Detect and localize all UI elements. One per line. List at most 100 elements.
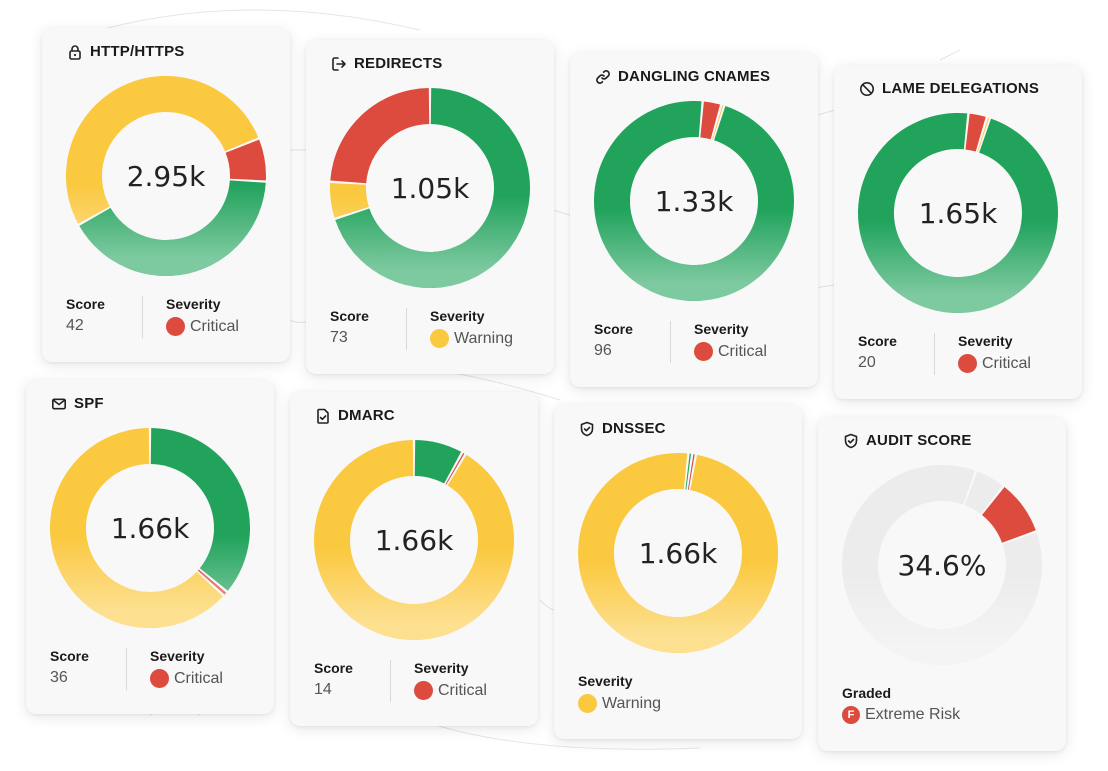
severity-value: Critical xyxy=(958,354,1031,373)
score-block: Score 73 xyxy=(330,308,407,350)
card-stats: Score 14 Severity Critical xyxy=(314,660,487,702)
center-value: 1.65k xyxy=(919,197,998,230)
donut-fade xyxy=(578,453,778,653)
score-block: Score 42 xyxy=(66,296,143,338)
donut-chart: 2.95k xyxy=(66,76,266,276)
graded-text: Extreme Risk xyxy=(865,706,961,723)
donut-svg: 1.66k xyxy=(50,428,250,628)
graded-block: Graded F Extreme Risk xyxy=(842,685,960,724)
donut-fade xyxy=(50,428,250,628)
donut-chart: 1.66k xyxy=(578,453,778,653)
score-block: Score 20 xyxy=(858,333,935,375)
redirect-icon xyxy=(331,56,347,72)
severity-dot-icon xyxy=(578,694,597,713)
donut-fade xyxy=(330,88,530,288)
card-title-text: DANGLING CNAMES xyxy=(618,68,771,85)
donut-svg: 1.33k xyxy=(594,101,794,301)
card-dnssec: DNSSEC 1.66k Severity Warning xyxy=(554,405,802,739)
donut-fade xyxy=(842,465,1042,665)
score-value: 36 xyxy=(50,669,68,686)
center-value: 1.66k xyxy=(111,512,190,545)
donut-chart: 1.65k xyxy=(858,113,1058,313)
card-title-text: DNSSEC xyxy=(602,420,666,437)
ban-icon xyxy=(859,81,875,97)
severity-label: Severity xyxy=(150,648,205,664)
graded-label: Graded xyxy=(842,685,892,701)
card-stats: Severity Warning xyxy=(578,673,661,713)
severity-text: Warning xyxy=(454,329,513,347)
score-block: Score 36 xyxy=(50,648,127,690)
severity-value: Critical xyxy=(150,669,223,688)
card-stats: Score 36 Severity Critical xyxy=(50,648,223,690)
card-http-https: HTTP/HTTPS 2.95k Score 42 Severity Critical xyxy=(42,28,290,362)
donut-svg: 1.05k xyxy=(330,88,530,288)
score-label: Score xyxy=(50,648,89,664)
card-title-text: LAME DELEGATIONS xyxy=(882,80,1040,97)
severity-block: Severity Warning xyxy=(578,673,661,713)
card-title-text: REDIRECTS xyxy=(354,55,443,72)
file-check-icon xyxy=(315,408,331,424)
severity-text: Critical xyxy=(982,354,1031,372)
severity-value: Critical xyxy=(414,681,487,700)
donut-chart: 1.05k xyxy=(330,88,530,288)
severity-block: Severity Warning xyxy=(407,308,513,350)
card-title-text: HTTP/HTTPS xyxy=(90,43,185,60)
card-stats: Score 20 Severity Critical xyxy=(858,333,1031,375)
card-audit-score: AUDIT SCORE 34.6% Graded F Extreme Risk xyxy=(818,417,1066,751)
donut-svg: 1.66k xyxy=(578,453,778,653)
link-icon xyxy=(595,69,611,85)
severity-label: Severity xyxy=(694,321,749,337)
center-value: 2.95k xyxy=(127,160,206,193)
donut-chart: 34.6% xyxy=(842,465,1042,665)
score-value: 42 xyxy=(66,317,84,334)
card-title-text: DMARC xyxy=(338,407,395,424)
card-dmarc: DMARC 1.66k Score 14 Severity Critical xyxy=(290,392,538,726)
score-label: Score xyxy=(330,308,369,324)
donut-svg: 34.6% xyxy=(842,465,1042,665)
card-title: SPF xyxy=(51,395,104,412)
severity-text: Critical xyxy=(190,317,239,335)
severity-value: Critical xyxy=(694,342,767,361)
card-stats: Graded F Extreme Risk xyxy=(842,685,960,724)
score-value: 73 xyxy=(330,329,348,346)
severity-label: Severity xyxy=(166,296,221,312)
center-value: 1.66k xyxy=(639,537,718,570)
severity-dot-icon xyxy=(166,317,185,336)
severity-value: Critical xyxy=(166,317,239,336)
score-label: Score xyxy=(858,333,897,349)
severity-text: Warning xyxy=(602,694,661,712)
card-redirects: REDIRECTS 1.05k Score 73 Severity Warning xyxy=(306,40,554,374)
severity-text: Critical xyxy=(438,681,487,699)
donut-svg: 1.66k xyxy=(314,440,514,640)
severity-label: Severity xyxy=(414,660,469,676)
score-label: Score xyxy=(314,660,353,676)
score-value: 14 xyxy=(314,681,332,698)
card-title-text: AUDIT SCORE xyxy=(866,432,972,449)
card-title: AUDIT SCORE xyxy=(843,432,972,449)
severity-block: Severity Critical xyxy=(127,648,223,690)
severity-label: Severity xyxy=(430,308,485,324)
severity-value: Warning xyxy=(578,694,661,713)
shield-icon xyxy=(579,421,595,437)
card-lame-delegations: LAME DELEGATIONS 1.65k Score 20 Severity Crit… xyxy=(834,65,1082,399)
donut-fade xyxy=(594,101,794,301)
severity-block: Severity Critical xyxy=(935,333,1031,375)
severity-label: Severity xyxy=(578,673,633,689)
severity-dot-icon xyxy=(958,354,977,373)
severity-dot-icon xyxy=(414,681,433,700)
score-block: Score 96 xyxy=(594,321,671,363)
score-label: Score xyxy=(594,321,633,337)
graded-value: F Extreme Risk xyxy=(842,706,960,724)
severity-block: Severity Critical xyxy=(391,660,487,702)
card-title: LAME DELEGATIONS xyxy=(859,80,1039,97)
severity-dot-icon xyxy=(150,669,169,688)
lock-icon xyxy=(67,44,83,60)
severity-label: Severity xyxy=(958,333,1013,349)
donut-chart: 1.66k xyxy=(314,440,514,640)
card-title: HTTP/HTTPS xyxy=(67,43,185,60)
grade-badge-icon: F xyxy=(842,706,860,724)
severity-dot-icon xyxy=(694,342,713,361)
center-value: 1.33k xyxy=(655,185,734,218)
donut-chart: 1.66k xyxy=(50,428,250,628)
score-block: Score 14 xyxy=(314,660,391,702)
